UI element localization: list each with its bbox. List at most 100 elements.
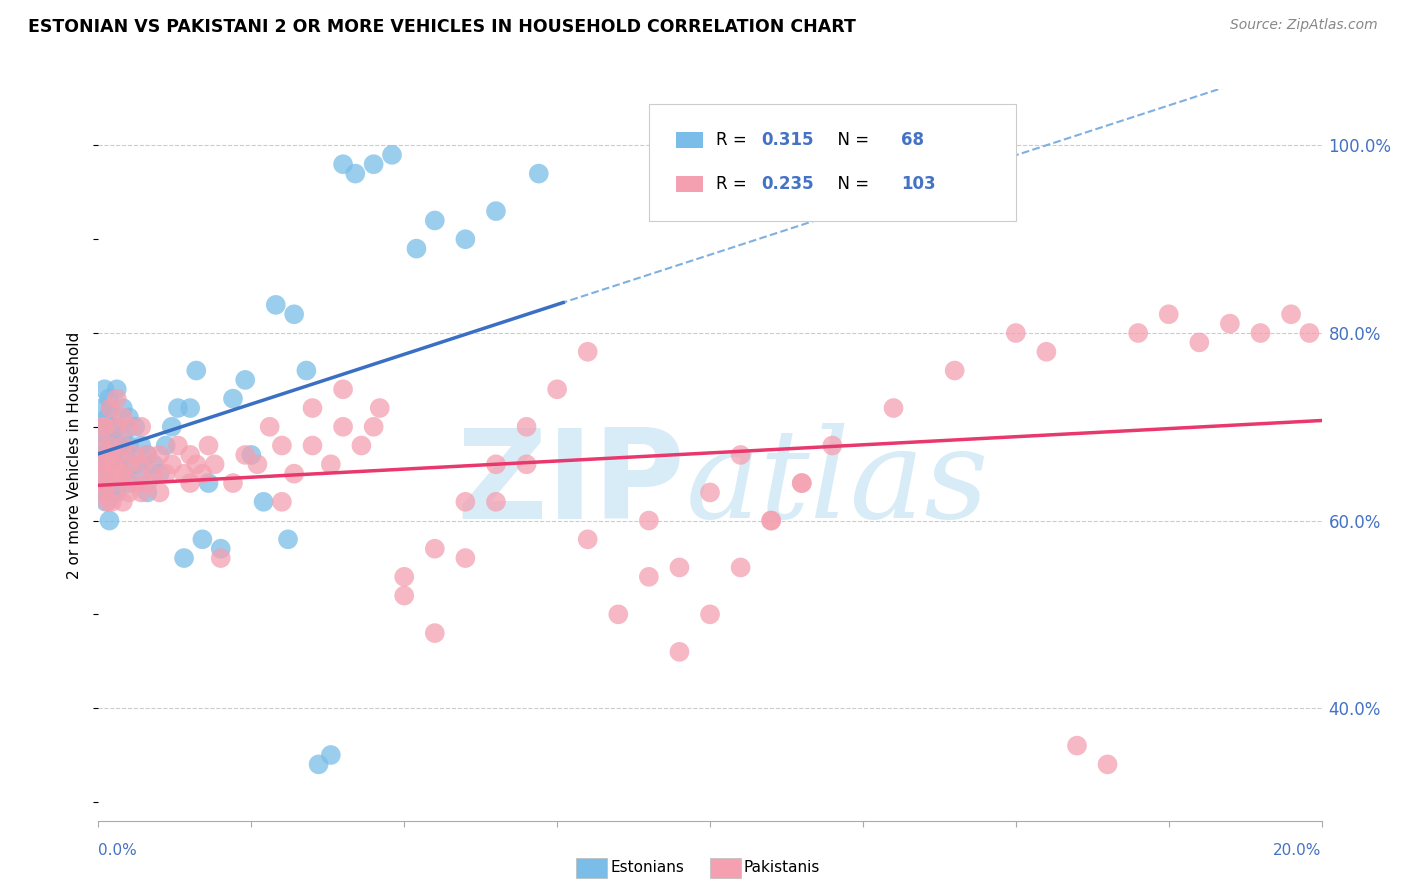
Point bbox=[668, 645, 690, 659]
Point bbox=[277, 533, 299, 547]
Point bbox=[136, 485, 159, 500]
Point bbox=[527, 167, 550, 181]
Point bbox=[142, 458, 165, 472]
Point bbox=[270, 438, 292, 452]
Point bbox=[350, 438, 373, 452]
Y-axis label: 2 or more Vehicles in Household: 2 or more Vehicles in Household bbox=[67, 331, 83, 579]
Point bbox=[821, 438, 844, 452]
Point bbox=[103, 458, 125, 472]
Text: atlas: atlas bbox=[686, 424, 988, 545]
Point bbox=[100, 467, 122, 481]
Point bbox=[699, 485, 721, 500]
Text: ZIP: ZIP bbox=[457, 424, 686, 545]
Point bbox=[103, 419, 125, 434]
Point bbox=[118, 410, 141, 425]
Point bbox=[93, 419, 115, 434]
Point bbox=[191, 467, 214, 481]
FancyBboxPatch shape bbox=[676, 177, 703, 193]
Point bbox=[186, 458, 208, 472]
Point bbox=[98, 448, 121, 462]
Point bbox=[1157, 307, 1180, 321]
Point bbox=[108, 467, 131, 481]
Point bbox=[332, 157, 354, 171]
Text: Estonians: Estonians bbox=[610, 860, 685, 874]
Text: Source: ZipAtlas.com: Source: ZipAtlas.com bbox=[1230, 18, 1378, 32]
Text: 103: 103 bbox=[901, 176, 935, 194]
Point bbox=[308, 757, 330, 772]
Point bbox=[233, 373, 256, 387]
Text: Pakistanis: Pakistanis bbox=[744, 860, 820, 874]
Point bbox=[91, 419, 114, 434]
Point bbox=[637, 570, 661, 584]
Point bbox=[668, 560, 690, 574]
Point bbox=[319, 747, 342, 762]
Point bbox=[167, 401, 190, 415]
Point bbox=[283, 307, 305, 321]
Point bbox=[759, 514, 782, 528]
Point bbox=[546, 382, 568, 396]
Point bbox=[1097, 757, 1119, 772]
Point bbox=[485, 458, 508, 472]
Point bbox=[197, 438, 219, 452]
Point bbox=[516, 458, 538, 472]
Point bbox=[344, 167, 367, 181]
Point bbox=[93, 458, 115, 472]
Point bbox=[209, 541, 232, 556]
Text: 0.235: 0.235 bbox=[762, 176, 814, 194]
Point bbox=[108, 438, 131, 452]
Point bbox=[363, 419, 385, 434]
Point bbox=[93, 448, 115, 462]
Point bbox=[179, 476, 201, 491]
Point bbox=[115, 448, 138, 462]
Point bbox=[129, 467, 152, 481]
Point bbox=[454, 551, 477, 566]
Point bbox=[790, 476, 813, 491]
Point bbox=[118, 485, 141, 500]
Point bbox=[332, 382, 354, 396]
Point bbox=[149, 467, 172, 481]
Point bbox=[576, 533, 599, 547]
Point bbox=[105, 419, 128, 434]
Point bbox=[368, 401, 391, 415]
Point bbox=[91, 419, 114, 434]
Point bbox=[96, 429, 118, 443]
Point bbox=[485, 204, 508, 219]
Point bbox=[173, 551, 195, 566]
Point bbox=[222, 392, 245, 406]
Point bbox=[105, 476, 128, 491]
Point bbox=[1249, 326, 1271, 340]
Point bbox=[160, 458, 183, 472]
Point bbox=[1066, 739, 1088, 753]
Point bbox=[142, 467, 165, 481]
Point bbox=[392, 589, 416, 603]
Point bbox=[1035, 344, 1057, 359]
Point bbox=[423, 541, 446, 556]
Point bbox=[100, 401, 122, 415]
Point bbox=[332, 419, 354, 434]
Text: ESTONIAN VS PAKISTANI 2 OR MORE VEHICLES IN HOUSEHOLD CORRELATION CHART: ESTONIAN VS PAKISTANI 2 OR MORE VEHICLES… bbox=[28, 18, 856, 36]
Point bbox=[149, 448, 172, 462]
Text: N =: N = bbox=[828, 131, 875, 149]
Point bbox=[252, 495, 274, 509]
Point bbox=[1128, 326, 1150, 340]
Point bbox=[607, 607, 630, 622]
Point bbox=[155, 467, 177, 481]
Point bbox=[454, 232, 477, 246]
Point bbox=[124, 419, 146, 434]
Point bbox=[97, 392, 120, 406]
Point bbox=[1004, 326, 1026, 340]
Point bbox=[381, 148, 404, 162]
Point bbox=[118, 476, 141, 491]
Point bbox=[191, 533, 214, 547]
Text: R =: R = bbox=[716, 131, 752, 149]
Text: 0.0%: 0.0% bbox=[98, 843, 138, 858]
Point bbox=[111, 495, 134, 509]
Point bbox=[149, 485, 172, 500]
Point bbox=[90, 476, 112, 491]
Point bbox=[186, 363, 208, 377]
Point bbox=[103, 448, 125, 462]
Point bbox=[111, 467, 134, 481]
Point bbox=[94, 476, 117, 491]
Point bbox=[1188, 335, 1211, 350]
FancyBboxPatch shape bbox=[676, 132, 703, 148]
